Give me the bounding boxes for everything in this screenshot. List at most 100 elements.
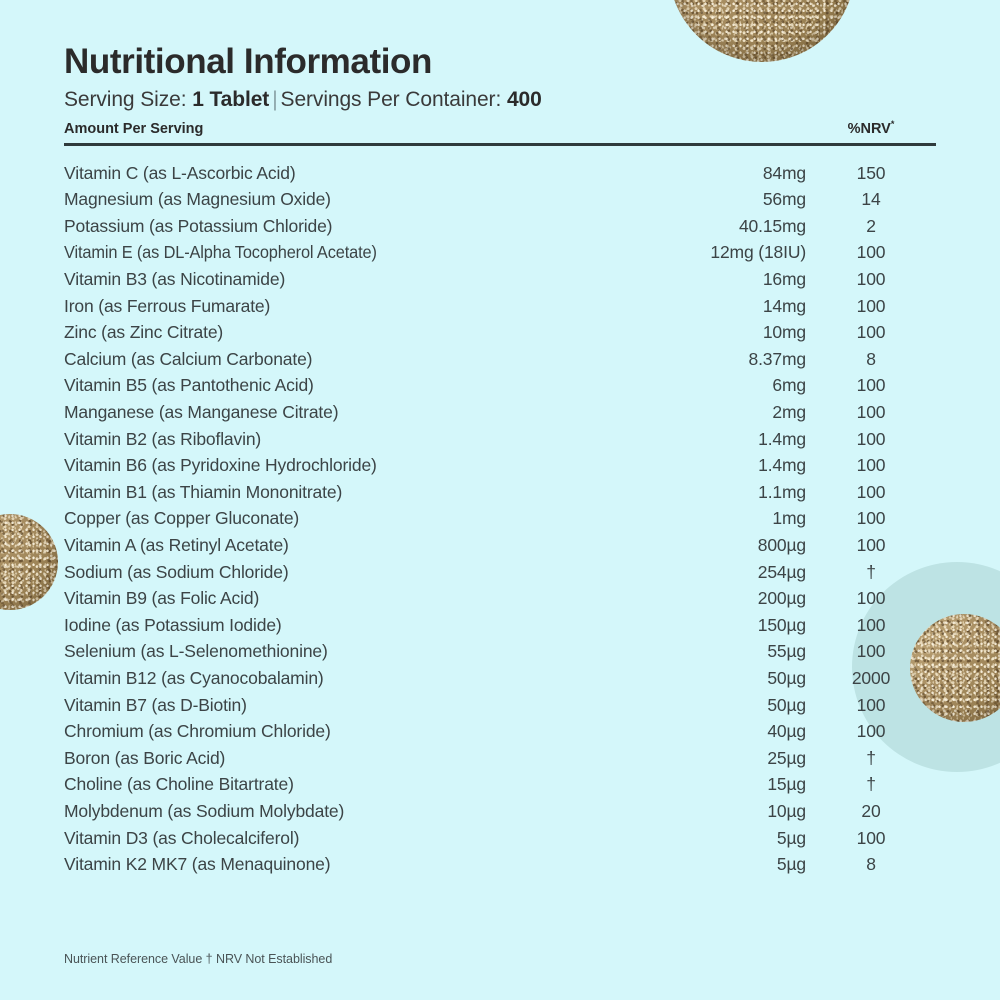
nutrient-amount: 5µg	[776, 827, 806, 848]
nutrient-amount: 40.15mg	[738, 215, 806, 236]
table-row: Vitamin E (as DL-Alpha Tocopherol Acetat…	[64, 242, 936, 269]
nutrient-amount: 8.37mg	[748, 348, 807, 369]
nutrient-amount: 1.1mg	[758, 481, 806, 502]
nutrient-nrv: 100	[856, 535, 886, 555]
serving-separator: |	[272, 88, 278, 112]
table-row: Vitamin B12 (as Cyanocobalamin) 50µg 2000	[64, 668, 936, 695]
table-row: Vitamin B3 (as Nicotinamide) 16mg 100	[64, 269, 936, 296]
nutrient-nrv: 20	[861, 800, 881, 821]
nutrient-nrv: 2000	[851, 667, 891, 688]
nutrient-name: Vitamin D3 (as Cholecalciferol)	[64, 827, 300, 848]
nutrient-name: Vitamin B2 (as Riboflavin)	[64, 428, 262, 449]
table-row: Potassium (as Potassium Chloride) 40.15mg…	[64, 216, 936, 243]
table-row: Vitamin B1 (as Thiamin Mononitrate) 1.1mg…	[64, 482, 936, 509]
nutrient-nrv: 100	[856, 242, 886, 263]
nutrient-amount: 1.4mg	[758, 428, 806, 449]
nutrient-name: Choline (as Choline Bitartrate)	[64, 774, 294, 795]
table-row: Selenium (as L-Selenomethionine) 55µg 100	[64, 641, 936, 668]
nutrient-amount: 50µg	[767, 667, 806, 688]
serving-info: Serving Size: 1 Tablet | Servings Per Cont…	[64, 88, 936, 112]
table-row: Vitamin D3 (as Cholecalciferol) 5µg 100	[64, 828, 936, 855]
nutrient-nrv: 150	[856, 162, 886, 183]
nutrient-table: Vitamin C (as L-Ascorbic Acid) 84mg 150 Mag…	[64, 163, 936, 881]
nutrient-name: Boron (as Boric Acid)	[64, 747, 226, 768]
nutrient-name: Vitamin B7 (as D-Biotin)	[64, 694, 247, 715]
nutrient-name: Vitamin C (as L-Ascorbic Acid)	[64, 162, 296, 183]
nutrient-name: Selenium (as L-Selenomethionine)	[64, 641, 328, 662]
table-header-row: Amount Per Serving %NRV*	[64, 120, 936, 143]
nutrient-name: Copper (as Copper Gluconate)	[64, 508, 300, 529]
nutrient-nrv: 100	[856, 641, 886, 662]
table-row: Vitamin B6 (as Pyridoxine Hydrochloride)…	[64, 455, 936, 482]
table-row: Vitamin B7 (as D-Biotin) 50µg 100	[64, 695, 936, 722]
nutrient-amount: 254µg	[757, 561, 806, 582]
nutrient-name: Vitamin A (as Retinyl Acetate)	[64, 535, 289, 555]
nutrient-name: Iron (as Ferrous Fumarate)	[64, 295, 271, 316]
column-header-nrv-text: %NRV	[847, 121, 891, 138]
nutrient-nrv: 100	[856, 428, 886, 449]
nutrient-name: Iodine (as Potassium Iodide)	[64, 614, 282, 635]
nutrient-nrv: †	[866, 774, 876, 795]
table-row: Manganese (as Manganese Citrate) 2mg 100	[64, 402, 936, 429]
nutrient-nrv: 100	[856, 481, 886, 502]
nutrient-amount: 84mg	[762, 162, 806, 183]
table-row: Vitamin K2 MK7 (as Menaquinone) 5µg 8	[64, 854, 936, 881]
nutrient-amount: 56mg	[762, 189, 806, 210]
nutrient-name: Vitamin B1 (as Thiamin Mononitrate)	[64, 481, 343, 502]
column-header-nrv: %NRV*	[806, 120, 936, 138]
nutrient-amount: 200µg	[757, 588, 806, 609]
table-row: Vitamin B5 (as Pantothenic Acid) 6mg 100	[64, 375, 936, 402]
nutrient-name: Chromium (as Chromium Chloride)	[64, 721, 331, 742]
servings-per-container-label: Servings Per Container:	[280, 88, 502, 112]
nutrient-nrv: †	[866, 561, 876, 582]
table-row: Calcium (as Calcium Carbonate) 8.37mg 8	[64, 349, 936, 376]
nutrient-amount: 10µg	[767, 800, 806, 821]
table-row: Magnesium (as Magnesium Oxide) 56mg 14	[64, 189, 936, 216]
tablet-image-left	[0, 514, 58, 610]
serving-size-label: Serving Size:	[64, 88, 187, 112]
table-row: Chromium (as Chromium Chloride) 40µg 100	[64, 721, 936, 748]
nutrient-nrv: 100	[856, 455, 886, 476]
page-title: Nutritional Information	[64, 42, 432, 81]
nutrient-nrv: †	[866, 747, 876, 768]
nutrient-name: Calcium (as Calcium Carbonate)	[64, 348, 313, 369]
table-divider	[64, 143, 936, 146]
nutrient-name: Vitamin B6 (as Pyridoxine Hydrochloride)	[64, 455, 377, 476]
nutrient-nrv: 100	[856, 694, 886, 715]
table-row: Copper (as Copper Gluconate) 1mg 100	[64, 508, 936, 535]
table-row: Iron (as Ferrous Fumarate) 14mg 100	[64, 296, 936, 323]
nutrient-nrv: 100	[856, 269, 886, 290]
nutrient-amount: 14mg	[762, 295, 806, 316]
nutrient-amount: 10mg	[762, 322, 806, 343]
table-row: Sodium (as Sodium Chloride) 254µg †	[64, 562, 936, 589]
nutrient-nrv: 100	[856, 721, 886, 742]
nutrient-nrv: 100	[856, 375, 886, 396]
nutrient-nrv: 2	[866, 215, 876, 236]
servings-per-container-value: 400	[506, 88, 542, 112]
table-row: Choline (as Choline Bitartrate) 15µg †	[64, 774, 936, 801]
nutrient-nrv: 100	[856, 322, 886, 343]
table-row: Molybdenum (as Sodium Molybdate) 10µg 20	[64, 801, 936, 828]
nutrient-amount: 150µg	[757, 614, 806, 635]
nutrient-amount: 55µg	[767, 641, 806, 662]
nutrient-nrv: 100	[856, 402, 886, 423]
nutrient-amount: 6mg	[772, 375, 806, 396]
nutrient-nrv: 100	[856, 827, 886, 848]
nutrient-nrv: 100	[856, 588, 886, 609]
nutrient-name: Manganese (as Manganese Citrate)	[64, 402, 339, 423]
table-row: Iodine (as Potassium Iodide) 150µg 100	[64, 615, 936, 642]
nutrient-amount: 50µg	[767, 694, 806, 715]
table-row: Vitamin B9 (as Folic Acid) 200µg 100	[64, 588, 936, 615]
table-row: Vitamin B2 (as Riboflavin) 1.4mg 100	[64, 429, 936, 456]
nutrient-nrv: 8	[866, 348, 876, 369]
nutrient-name: Molybdenum (as Sodium Molybdate)	[64, 800, 345, 821]
nutrient-nrv: 14	[861, 189, 881, 210]
nutrient-amount: 800µg	[757, 535, 806, 555]
nutrient-nrv: 8	[866, 854, 876, 875]
nutrient-name: Vitamin B3 (as Nicotinamide)	[64, 269, 286, 290]
nutrient-amount: 16mg	[762, 269, 806, 290]
nutrient-name: Zinc (as Zinc Citrate)	[64, 322, 224, 343]
nutrient-nrv: 100	[856, 508, 886, 529]
table-row: Zinc (as Zinc Citrate) 10mg 100	[64, 322, 936, 349]
nutrient-nrv: 100	[856, 295, 886, 316]
